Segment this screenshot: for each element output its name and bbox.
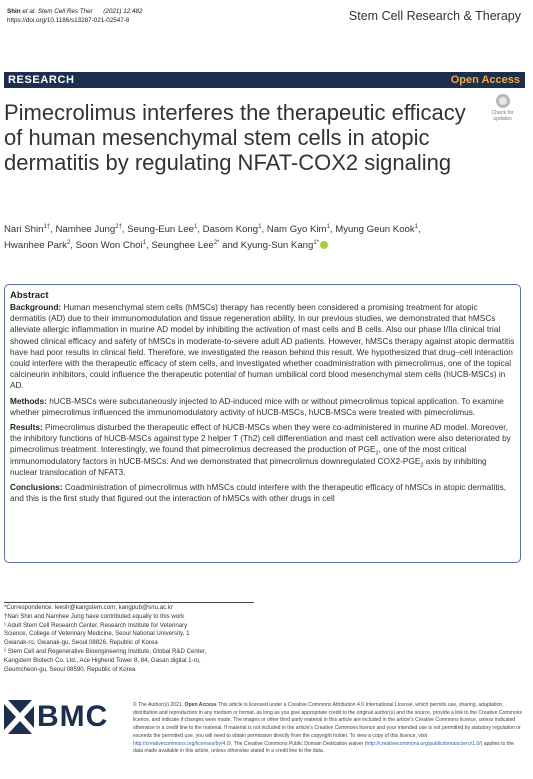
author: Seung-Eun Lee1 bbox=[127, 223, 198, 235]
article-title: Pimecrolimus interferes the therapeutic … bbox=[4, 100, 466, 175]
bmc-logo: BMC bbox=[4, 700, 124, 734]
footnote-equal-contribution: †Nari Shin and Namhee Jung have contribu… bbox=[4, 612, 185, 620]
authors-and: and bbox=[222, 240, 239, 251]
abstract-conclusions: Conclusions: Coadministration of pimecro… bbox=[10, 482, 507, 504]
citation-journal: Stem Cell Res Ther bbox=[37, 8, 93, 15]
author: Dasom Kong1 bbox=[202, 223, 262, 235]
abstract-results: Results: Pimecrolimus disturbed the ther… bbox=[10, 422, 511, 477]
cc0-link[interactable]: http://creativecommons.org/publicdomain/… bbox=[366, 740, 481, 747]
citation-etal: et al. bbox=[22, 8, 37, 15]
footnote-affiliation: Kangstem Biotech Co. Ltd., Ace Highend T… bbox=[4, 656, 201, 664]
license-text: © The Author(s) 2021. Open Access This a… bbox=[133, 702, 523, 755]
footnote-affiliation: ² Stem Cell and Regenerative Bioengineer… bbox=[4, 647, 207, 655]
open-access-label: Open Access bbox=[450, 74, 520, 86]
author: Soon Won Choi1 bbox=[75, 239, 146, 251]
bmc-logo-icon bbox=[4, 700, 34, 734]
check-for-updates-icon bbox=[495, 94, 510, 108]
abstract-background: Background: Human mesenchymal stem cells… bbox=[10, 302, 515, 391]
check-for-updates-badge[interactable]: Check for updates bbox=[487, 94, 518, 128]
citation-author: Shin bbox=[7, 8, 21, 15]
footnote-affiliation: Gwanak-ro, Gwanak-gu, Seoul 08826, Repub… bbox=[4, 639, 158, 647]
footnote-affiliation: ¹ Adult Stem Cell Research Center, Resea… bbox=[4, 621, 188, 629]
citation-year-volume: (2021) 12:482 bbox=[103, 8, 143, 15]
journal-name: Stem Cell Research & Therapy bbox=[348, 9, 521, 23]
author: Nam Gyo Kim1 bbox=[266, 223, 330, 235]
citation-header: Shin et al. Stem Cell Res Ther (2021) 12… bbox=[7, 7, 142, 25]
doi-link[interactable]: https://doi.org/10.1186/s13287-021-02547… bbox=[7, 17, 130, 24]
footnote-divider bbox=[4, 602, 254, 603]
author: Myung Geun Kook1 bbox=[335, 223, 419, 235]
author: Namhee Jung2† bbox=[55, 223, 122, 235]
check-for-updates-text: Check for updates bbox=[491, 110, 514, 122]
section-bar: RESEARCH Open Access bbox=[4, 72, 525, 88]
bmc-logo-text: BMC bbox=[37, 700, 109, 733]
abstract-heading: Abstract bbox=[10, 290, 49, 301]
author: Seunghee Lee2* bbox=[151, 239, 220, 251]
abstract-methods: Methods: hUCB-MSCs were subcutaneously i… bbox=[10, 395, 504, 417]
section-label: RESEARCH bbox=[8, 74, 75, 86]
license-link[interactable]: http://creativecommons.org/licenses/by/4… bbox=[133, 740, 231, 747]
abstract-box: Abstract Background: Human mesenchymal s… bbox=[4, 284, 521, 563]
author: Hwanhee Park2 bbox=[4, 239, 71, 251]
author-list: Nari Shin1†, Namhee Jung2†, Seung-Eun Le… bbox=[4, 223, 421, 251]
author: Nari Shin1† bbox=[4, 223, 51, 235]
citation-line: Shin et al. Stem Cell Res Ther (2021) 12… bbox=[7, 7, 142, 16]
footnote-affiliation: Geumcheon-gu, Seoul 08590, Republic of K… bbox=[4, 665, 136, 673]
footnote-correspondence: *Correspondence: leesh@kangstem.com; kan… bbox=[4, 604, 173, 611]
footnotes: *Correspondence: leesh@kangstem.com; kan… bbox=[4, 604, 264, 674]
footnote-affiliation: Science, College of Veterinary Medicine,… bbox=[4, 630, 190, 638]
orcid-icon[interactable] bbox=[320, 241, 329, 249]
author: Kyung-Sun Kang1* bbox=[240, 239, 320, 251]
